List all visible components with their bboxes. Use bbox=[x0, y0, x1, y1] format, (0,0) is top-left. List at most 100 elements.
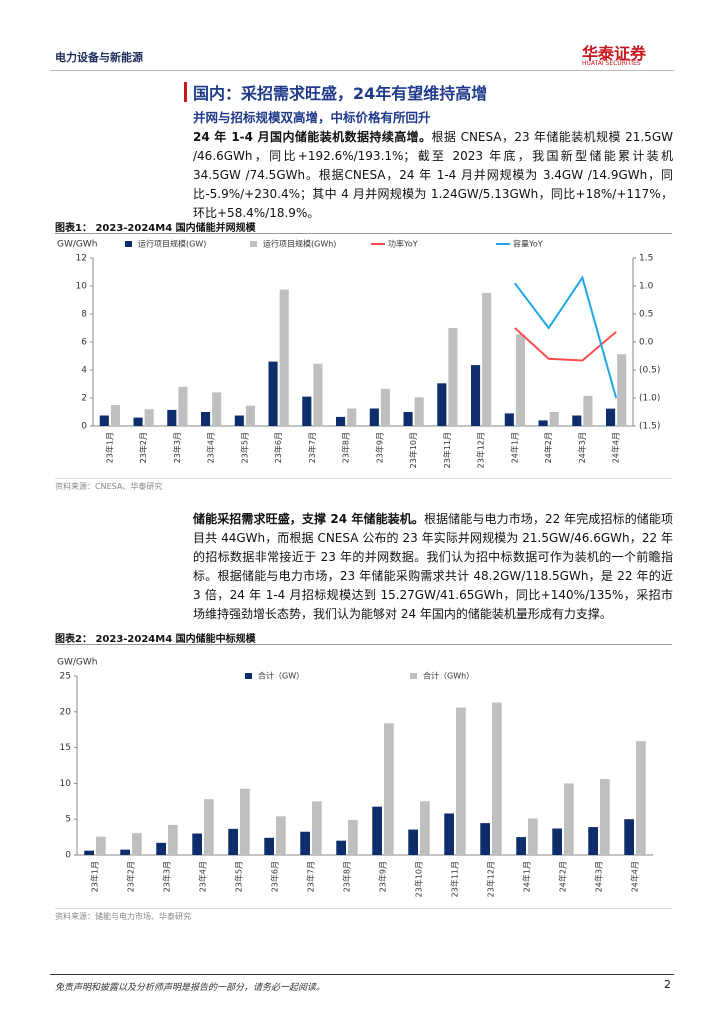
legend-swatch bbox=[250, 241, 257, 247]
bar bbox=[564, 783, 574, 855]
x-tick-label: 23年7月 bbox=[306, 861, 316, 892]
paragraph: 储能采招需求旺盛，支撑 24 年储能装机。根据储能与电力市场，22 年完成招标的… bbox=[193, 510, 673, 624]
y-tick-label: 8 bbox=[81, 310, 87, 320]
bar bbox=[144, 409, 154, 426]
bar bbox=[437, 383, 447, 426]
bar bbox=[178, 386, 188, 426]
legend-swatch bbox=[245, 673, 252, 679]
x-tick-label: 23年6月 bbox=[273, 432, 283, 463]
bar bbox=[606, 408, 616, 426]
source: 资料来源：CNESA、华泰研究 bbox=[55, 482, 163, 491]
x-tick-label: 23年8月 bbox=[342, 861, 352, 892]
bar bbox=[515, 334, 525, 426]
bar bbox=[302, 396, 312, 426]
x-tick-label: 23年4月 bbox=[198, 861, 208, 892]
bar bbox=[168, 824, 178, 855]
x-tick-label: 23年5月 bbox=[234, 861, 244, 892]
bar bbox=[279, 289, 289, 426]
text: 根据储能与电力市场，22 年完成招标的储能项目共 44GWh，而根据 CNESA… bbox=[193, 512, 673, 621]
x-tick-label: 23年11月 bbox=[450, 861, 460, 897]
y-tick-label: 15 bbox=[60, 743, 71, 753]
bar bbox=[588, 827, 598, 855]
footer-rule bbox=[50, 974, 674, 975]
bar bbox=[347, 408, 357, 426]
x-tick-label: 24年1月 bbox=[509, 432, 519, 463]
bar bbox=[504, 413, 514, 426]
legend-swatch bbox=[125, 241, 132, 247]
y2-tick-label: (1.5) bbox=[639, 422, 660, 432]
source: 资料来源：储能与电力市场、华泰研究 bbox=[55, 912, 191, 921]
y-tick-label: 10 bbox=[76, 282, 88, 292]
bar bbox=[348, 819, 358, 855]
bar bbox=[549, 412, 559, 426]
lead: 24 年 1-4 月国内储能装机数据持续高增。 bbox=[193, 130, 432, 144]
figure-rule bbox=[55, 908, 672, 909]
bar bbox=[120, 849, 130, 855]
line bbox=[514, 327, 617, 362]
figure-rule bbox=[55, 478, 672, 479]
page-number: 2 bbox=[664, 978, 671, 991]
line bbox=[514, 275, 618, 399]
x-tick-label: 24年4月 bbox=[630, 861, 640, 892]
bar bbox=[240, 788, 250, 855]
x-tick-label: 23年11月 bbox=[442, 432, 452, 468]
x-tick-label: 23年4月 bbox=[206, 432, 216, 463]
bar bbox=[372, 806, 382, 855]
bar bbox=[204, 799, 214, 855]
bar bbox=[380, 388, 390, 426]
bar bbox=[414, 397, 424, 426]
y-tick-label: 0 bbox=[81, 422, 87, 432]
x-tick-label: 24年4月 bbox=[611, 432, 621, 463]
bar bbox=[420, 801, 430, 855]
figure-title: 图表1： 2023-2024M4 国内储能并网规模 bbox=[55, 223, 256, 234]
bar bbox=[456, 707, 466, 855]
bar bbox=[201, 412, 211, 426]
bar bbox=[99, 415, 109, 426]
y-tick-label: 4 bbox=[81, 366, 87, 376]
chart: GW/GWh 0 2 4 6 8 10 12 (1.5) (1.0) (0.5) 0.0 0.5 1.0 1… bbox=[57, 239, 660, 469]
bar bbox=[492, 702, 502, 855]
bar bbox=[552, 828, 562, 855]
y-axis-label: GW/GWh bbox=[57, 240, 97, 250]
bar bbox=[110, 405, 120, 426]
header-rule bbox=[50, 70, 674, 71]
section-name: 电力设备与新能源 bbox=[55, 51, 143, 64]
bar bbox=[84, 850, 94, 855]
bar bbox=[228, 828, 238, 855]
x-tick-label: 23年6月 bbox=[270, 861, 280, 892]
bar bbox=[234, 415, 244, 426]
bar bbox=[312, 801, 322, 855]
y2-tick-label: 1.0 bbox=[639, 282, 654, 292]
y2-tick-label: 1.5 bbox=[639, 254, 653, 264]
x-tick-label: 23年7月 bbox=[307, 432, 317, 463]
bar bbox=[268, 361, 278, 426]
y-tick-label: 5 bbox=[65, 815, 71, 825]
bar bbox=[624, 819, 634, 855]
x-tick-label: 23年8月 bbox=[341, 432, 351, 463]
figure-rule bbox=[55, 644, 672, 645]
x-tick-label: 23年9月 bbox=[374, 432, 384, 463]
figure-rule bbox=[55, 233, 672, 234]
y-axis-label: GW/GWh bbox=[57, 658, 97, 668]
bar bbox=[482, 293, 492, 426]
x-tick-label: 23年2月 bbox=[138, 432, 148, 463]
y-tick-label: 20 bbox=[60, 707, 72, 717]
figure-title: 图表2： 2023-2024M4 国内储能中标规模 bbox=[55, 634, 256, 645]
y-tick-label: 12 bbox=[76, 254, 87, 264]
bar bbox=[369, 408, 379, 426]
text: 根据 CNESA，23 年储能装机规模 21.5GW /46.6GWh，同比+1… bbox=[193, 130, 673, 220]
y-tick-label: 25 bbox=[60, 672, 71, 682]
bar bbox=[583, 395, 593, 426]
bar bbox=[572, 415, 582, 426]
bar bbox=[384, 723, 394, 855]
y-tick-label: 10 bbox=[60, 779, 72, 789]
y-tick-label: 2 bbox=[81, 394, 87, 404]
bar bbox=[403, 412, 413, 426]
heading-bar bbox=[184, 82, 187, 102]
x-tick-label: 23年9月 bbox=[378, 861, 388, 892]
logo: 华泰证券 bbox=[582, 44, 647, 63]
bar bbox=[636, 741, 646, 855]
legend-label: 运行项目规模(GW) bbox=[138, 239, 206, 249]
x-tick-label: 24年2月 bbox=[558, 861, 568, 892]
